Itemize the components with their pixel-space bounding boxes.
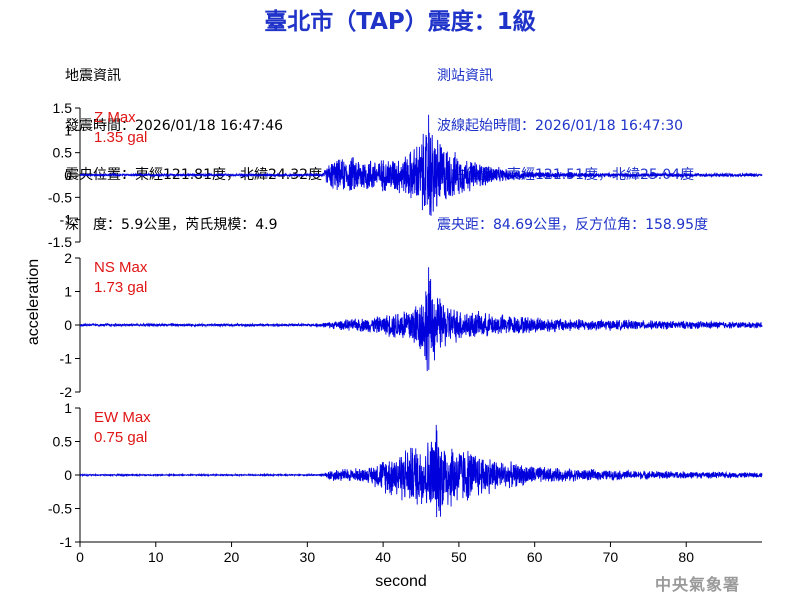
peak-value-ns: 1.73 gal: [94, 279, 147, 296]
y-tick-label: -1: [60, 351, 73, 367]
waveform-ns: [79, 267, 763, 372]
distance-azimuth: 震央距：84.69公里，反方位角：158.95度: [437, 216, 709, 233]
x-tick-label: 10: [148, 549, 164, 565]
depth-magnitude: 深 度：5.9公里，芮氏規模：4.9: [65, 216, 278, 233]
waveform-ew: [79, 424, 763, 518]
y-tick-label: -0.5: [48, 501, 72, 517]
page-title: 臺北市（TAP）震度：1級: [264, 9, 536, 35]
peak-value-ew: 0.75 gal: [94, 429, 147, 446]
y-tick-label: 0.5: [53, 145, 73, 161]
x-tick-label: 0: [76, 549, 84, 565]
y-tick-label: 1.5: [53, 100, 73, 116]
y-tick-label: -1.5: [48, 234, 72, 250]
x-tick-label: 20: [224, 549, 240, 565]
y-tick-label: -0.5: [48, 189, 72, 205]
y-tick-label: -1: [60, 212, 73, 228]
peak-value-z: 1.35 gal: [94, 129, 147, 146]
y-tick-label: 0: [64, 167, 72, 183]
station-info-heading: 測站資訊: [437, 68, 493, 84]
x-axis-label: second: [375, 573, 427, 590]
y-tick-label: 0: [64, 467, 72, 483]
y-tick-label: -1: [60, 534, 73, 550]
peak-label-ew: EW Max: [94, 409, 151, 426]
cwa-watermark: 中央氣象署: [655, 575, 741, 594]
y-tick-label: 2: [64, 250, 72, 266]
x-tick-label: 70: [603, 549, 619, 565]
y-tick-label: 0.5: [53, 434, 73, 450]
y-tick-label: 1: [64, 122, 72, 138]
y-tick-label: 0: [64, 317, 72, 333]
quake-info-block: 地震資訊 發震時間：2026/01/18 16:47:46 震央位置：東經121…: [65, 35, 322, 250]
peak-label-z: Z Max: [94, 109, 136, 126]
wave-start-time: 波線起始時間：2026/01/18 16:47:30: [437, 117, 684, 134]
quake-info-heading: 地震資訊: [65, 68, 121, 84]
x-tick-label: 50: [451, 549, 467, 565]
y-tick-label: -2: [60, 384, 73, 400]
x-tick-label: 40: [375, 549, 391, 565]
y-tick-label: 1: [64, 284, 72, 300]
x-tick-label: 60: [527, 549, 543, 565]
y-axis-label: acceleration: [25, 259, 42, 345]
y-tick-label: 1: [64, 400, 72, 416]
peak-label-ns: NS Max: [94, 259, 148, 276]
waveform-z: [79, 114, 763, 216]
origin-time: 發震時間：2026/01/18 16:47:46: [65, 117, 284, 134]
x-tick-label: 80: [678, 549, 694, 565]
x-tick-label: 30: [300, 549, 316, 565]
